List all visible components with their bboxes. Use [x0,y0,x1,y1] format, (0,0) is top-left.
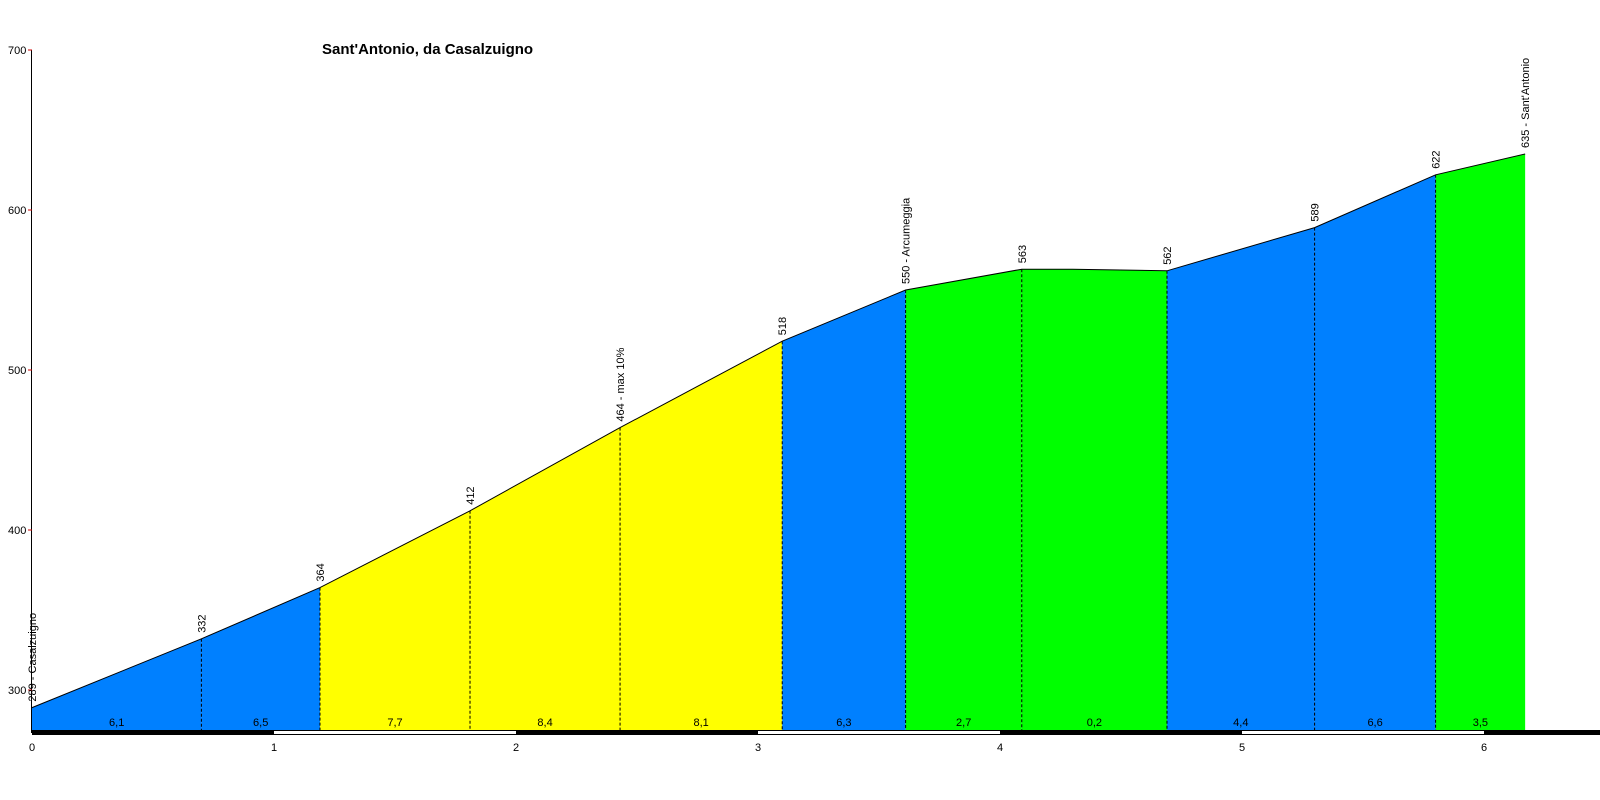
segment-fill-8 [1021,269,1167,733]
x-tick-label: 6 [1481,742,1487,754]
distance-bar-white-block [758,731,1000,734]
segment-fill-5 [620,341,783,733]
y-tick-label: 400 [8,525,26,537]
distance-bar-white-block [274,731,516,734]
x-tick-label: 5 [1239,742,1245,754]
profile-line-layer [31,153,1526,709]
point-elevation-label: 364 [315,563,327,581]
segment-gradient-label: 6,3 [836,717,851,729]
point-elevation-label: 589 [1310,203,1322,221]
segment-gradient-label: 6,6 [1367,717,1382,729]
segment-gradient-label: 0,2 [1087,717,1102,729]
segment-fill-9 [1166,227,1315,733]
segment-gradient-label: 8,1 [693,717,708,729]
segment-fill-4 [470,427,621,733]
segment-gradient-label: 7,7 [387,717,402,729]
segments-layer [32,154,1526,734]
point-elevation-label: 622 [1431,150,1443,168]
y-tick-label: 300 [8,685,26,697]
segment-fill-2 [201,587,320,733]
segment-gradient-label: 2,7 [956,717,971,729]
axes-layer: 300 400 500 600 700 0 1 2 3 4 5 6 [8,45,1600,754]
point-elevation-label: 563 [1017,245,1029,263]
dividers-layer [200,174,1437,733]
elevation-profile-line [31,153,1526,709]
point-elevation-label: 464 - max 10% [615,347,627,421]
x-tick-label: 3 [755,742,761,754]
point-elevation-label: 550 - Arcumeggia [901,197,913,284]
point-elevation-label: 562 [1162,246,1174,264]
point-elevation-label: 412 [465,486,477,504]
segment-fill-10 [1314,174,1436,734]
x-tick-label: 0 [29,742,35,754]
distance-bar-white-block [1242,731,1484,734]
point-elevation-label: 289 - Casalzuigno [27,613,39,702]
segment-gradient-label: 3,5 [1473,717,1488,729]
segment-gradient-label: 6,1 [109,717,124,729]
segment-fill-3 [319,510,471,733]
segment-gradient-label: 8,4 [537,717,552,729]
point-elevation-label: 635 - Sant'Antonio [1520,58,1532,148]
segment-fill-7 [905,269,1022,733]
segment-fill-6 [782,290,906,733]
y-tick-label: 600 [8,205,26,217]
y-tick-label: 500 [8,365,26,377]
chart-title: Sant'Antonio, da Casalzuigno [322,41,533,58]
segment-gradient-label: 4,4 [1233,717,1248,729]
x-tick-label: 1 [271,742,277,754]
y-tick-label: 700 [8,45,26,57]
segment-fill-11 [1435,154,1526,733]
point-elevation-label: 332 [196,614,208,632]
segment-fill-1 [32,638,202,733]
x-tick-label: 2 [513,742,519,754]
x-tick-label: 4 [997,742,1003,754]
labels-layer: 6,1 6,5 7,7 8,4 8,1 6,3 2,7 0,2 4,4 6,6 3,5 289 - C… [27,58,1532,729]
segment-gradient-label: 6,5 [253,717,268,729]
point-elevation-label: 518 [777,317,789,335]
